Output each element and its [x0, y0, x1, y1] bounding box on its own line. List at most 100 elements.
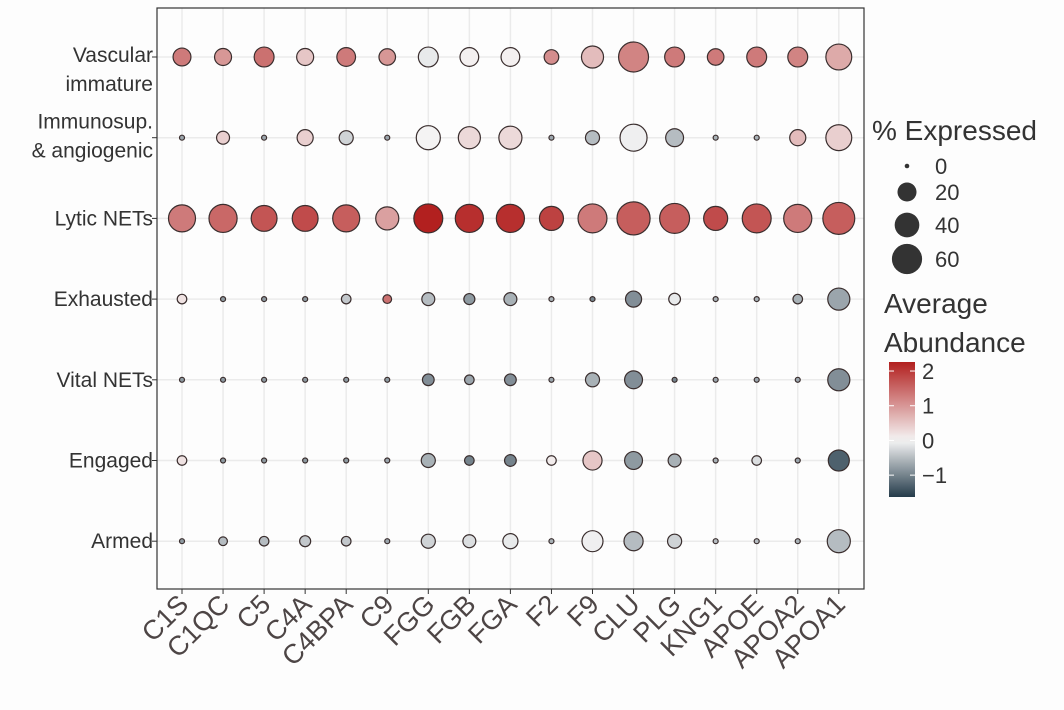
dot — [664, 46, 686, 68]
dot — [384, 538, 391, 545]
size-legend-label: 20 — [935, 180, 959, 205]
dot — [584, 130, 601, 146]
color-legend-title-line1: Average — [884, 288, 988, 319]
dot — [741, 203, 772, 234]
dot — [543, 49, 560, 65]
dot — [548, 538, 555, 545]
size-legend-dot — [897, 182, 917, 202]
dot — [463, 455, 475, 466]
dot — [215, 130, 231, 145]
size-legend: 020 40 60 — [891, 154, 959, 275]
dot — [794, 376, 801, 383]
dot — [375, 206, 400, 231]
dot — [712, 134, 719, 141]
dot — [343, 376, 350, 383]
dot — [384, 457, 391, 464]
size-legend-label: 60 — [935, 247, 959, 272]
dot — [250, 204, 278, 232]
dot — [668, 292, 682, 306]
dot — [825, 124, 853, 152]
dot — [218, 536, 229, 547]
dot — [794, 457, 801, 464]
dot — [792, 293, 804, 305]
dot — [219, 376, 227, 383]
dot — [582, 450, 603, 471]
dot — [753, 376, 760, 383]
size-legend-label: 0 — [935, 154, 947, 179]
dot — [712, 376, 719, 383]
dot — [667, 453, 682, 468]
color-legend-label: −1 — [922, 463, 947, 488]
dot — [783, 203, 813, 234]
dot — [172, 47, 192, 67]
color-legend-label: 1 — [922, 394, 934, 419]
size-legend-dot — [904, 163, 910, 169]
dot — [178, 538, 186, 545]
dot — [336, 47, 357, 67]
y-tick-label: Lytic NETs — [55, 207, 153, 230]
dot — [581, 530, 604, 553]
dot — [794, 538, 801, 545]
dot — [463, 374, 475, 386]
dot — [384, 134, 391, 141]
dot — [340, 293, 352, 305]
dot — [167, 204, 197, 233]
dot — [413, 203, 444, 234]
dot — [624, 290, 643, 308]
dot — [178, 134, 186, 141]
color-legend-title-line2: Abundance — [884, 327, 1026, 358]
dot — [176, 455, 188, 466]
dot — [589, 296, 596, 303]
dot — [332, 204, 361, 233]
y-tick-label: & angiogenic — [32, 140, 153, 163]
dot — [827, 287, 851, 311]
dot — [623, 531, 644, 552]
dot — [219, 296, 227, 303]
dot — [666, 533, 683, 549]
dot — [296, 129, 314, 147]
dot — [420, 533, 436, 549]
dot — [789, 129, 807, 147]
dot — [753, 296, 760, 303]
y-tick-label: immature — [65, 73, 153, 96]
y-axis: Vascular immature Immunosup. & angiogenic Ly… — [32, 44, 157, 553]
dot — [462, 534, 477, 549]
dot — [624, 450, 644, 471]
dot — [291, 204, 319, 232]
dot — [825, 43, 853, 71]
dot — [463, 292, 476, 306]
dot — [261, 134, 268, 141]
dot — [296, 47, 315, 67]
dot — [343, 457, 350, 464]
dot — [624, 370, 644, 390]
size-legend-label: 40 — [935, 213, 959, 238]
size-legend-dot — [891, 243, 923, 275]
dot — [753, 134, 760, 141]
dot — [617, 41, 650, 73]
dot — [671, 376, 678, 383]
dot — [538, 205, 565, 232]
dot — [503, 454, 517, 467]
y-tick-label: Immunosup. — [37, 111, 153, 134]
y-tick-label: Engaged — [69, 450, 153, 473]
dot — [253, 46, 275, 68]
dot — [665, 128, 685, 148]
dot — [502, 533, 519, 550]
dot — [340, 535, 352, 547]
dot — [787, 46, 809, 68]
dot — [580, 45, 605, 69]
dot — [302, 376, 309, 383]
dot — [827, 449, 850, 472]
dot — [500, 47, 521, 67]
y-tick-label: Armed — [91, 530, 153, 553]
dot — [753, 538, 760, 545]
dot — [261, 296, 268, 303]
dot — [503, 292, 518, 307]
dot — [619, 123, 648, 152]
dot — [822, 201, 856, 235]
dot — [219, 457, 227, 464]
dot — [712, 538, 719, 545]
dot — [495, 203, 526, 234]
dot — [703, 205, 729, 232]
dot — [178, 376, 186, 383]
